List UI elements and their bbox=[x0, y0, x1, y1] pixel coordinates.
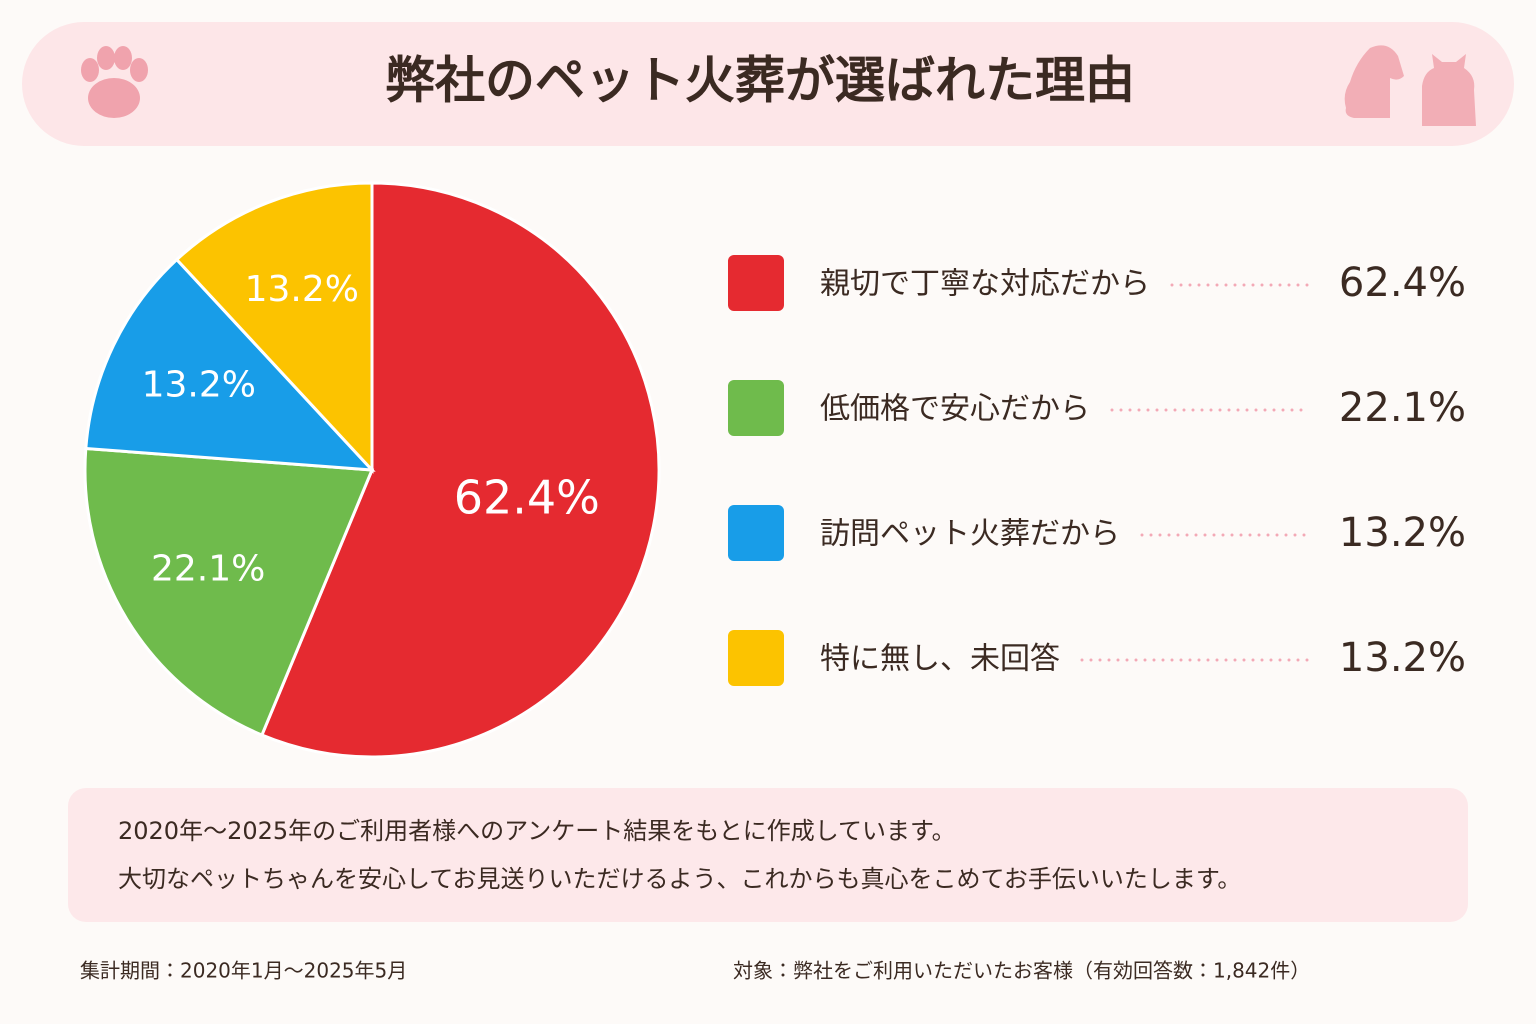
legend-value: 62.4% bbox=[1339, 260, 1466, 306]
slice-label: 22.1% bbox=[151, 549, 265, 590]
slice-label: 62.4% bbox=[454, 470, 600, 524]
paw-icon bbox=[81, 46, 148, 118]
legend-swatch bbox=[728, 630, 784, 686]
note-line: 2020年～2025年のご利用者様へのアンケート結果をもとに作成しています。 bbox=[118, 817, 956, 845]
slice-label: 13.2% bbox=[142, 365, 256, 406]
legend-value: 13.2% bbox=[1339, 635, 1466, 681]
note-box bbox=[68, 788, 1468, 922]
legend-value: 13.2% bbox=[1339, 510, 1466, 556]
pie: 62.4% 22.1% 13.2% 13.2% bbox=[83, 181, 661, 759]
legend-label: 特に無し、未回答 bbox=[820, 642, 1060, 677]
legend-swatch bbox=[728, 380, 784, 436]
legend-label: 低価格で安心だから bbox=[820, 392, 1090, 427]
legend: 親切で丁寧な対応だから 62.4% 低価格で安心だから 22.1% 訪問ペット火葬だから… bbox=[728, 255, 1466, 686]
legend-label: 親切で丁寧な対応だから bbox=[820, 267, 1150, 302]
legend-label: 訪問ペット火葬だから bbox=[820, 517, 1120, 552]
pet-silhouette bbox=[1344, 45, 1476, 126]
pie-slice bbox=[84, 257, 376, 472]
note-line: 大切なペットちゃんを安心してお見送りいただけるよう、これからも真心をこめてお手伝… bbox=[118, 865, 1241, 893]
chart-title: 弊社のペット火葬が選ばれた理由 bbox=[385, 52, 1135, 110]
legend-value: 22.1% bbox=[1339, 385, 1466, 431]
slice-label: 13.2% bbox=[245, 269, 359, 310]
pie-slice bbox=[83, 446, 375, 737]
legend-swatch bbox=[728, 255, 784, 311]
footer-target: 対象：弊社をご利用いただいたお客様（有効回答数：1,842件） bbox=[733, 959, 1310, 983]
legend-swatch bbox=[728, 505, 784, 561]
footer-period: 集計期間：2020年1月～2025年5月 bbox=[80, 959, 407, 983]
pie-slice bbox=[174, 181, 374, 474]
title-banner bbox=[22, 22, 1514, 146]
pie-slice bbox=[259, 181, 661, 759]
